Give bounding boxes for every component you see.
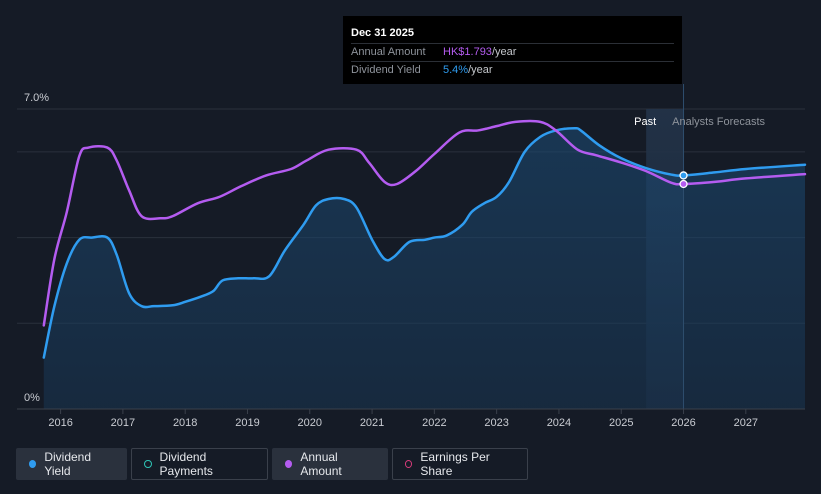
x-tick-label: 2017	[111, 417, 135, 429]
x-tick-label: 2026	[671, 417, 695, 429]
x-tick-label: 2021	[360, 417, 384, 429]
tooltip-date: Dec 31 2025	[351, 27, 414, 39]
x-tick-label: 2023	[484, 417, 508, 429]
x-tick-label: 2020	[298, 417, 322, 429]
y-tick-label-bottom: 0%	[24, 392, 40, 404]
dividend-yield-value: 5.4%	[443, 64, 469, 76]
x-tick-label: 2016	[48, 417, 72, 429]
x-tick-label: 2024	[547, 417, 571, 429]
x-tick-label: 2019	[235, 417, 259, 429]
x-tick-label: 2022	[422, 417, 446, 429]
x-tick-label: 2025	[609, 417, 633, 429]
dividend-yield-line	[42, 126, 807, 359]
tooltip-dividend-yield-row: Dividend Yield 5.4% /year	[351, 61, 674, 79]
legend-dividend-yield[interactable]: Dividend Yield	[16, 448, 127, 480]
series-layer	[42, 119, 807, 409]
hover-markers	[679, 171, 688, 189]
annual-amount-value: HK$1.793	[443, 46, 492, 58]
forecast-label: Analysts Forecasts	[672, 116, 765, 128]
dividend-yield-unit: /year	[468, 64, 493, 76]
legend-label: Dividend Payments	[159, 450, 213, 478]
legend-dividend-payments[interactable]: Dividend Payments	[131, 448, 268, 480]
annual-amount-marker	[679, 179, 688, 189]
earnings-per-share-ring-icon	[405, 460, 413, 468]
dividend-yield-area	[43, 128, 806, 409]
legend-label: Earnings Per Share	[420, 450, 490, 478]
legend: Dividend Yield Dividend Payments Annual …	[16, 448, 528, 480]
legend-earnings-per-share[interactable]: Earnings Per Share	[392, 448, 528, 480]
legend-label: Annual Amount	[300, 450, 342, 478]
dividend-yield-marker	[679, 171, 688, 180]
x-tick-label: 2027	[734, 417, 758, 429]
annual-amount-line	[42, 119, 807, 327]
dividend-yield-dot-icon	[29, 460, 37, 468]
dividend-yield-label: Dividend Yield	[351, 64, 421, 76]
legend-annual-amount[interactable]: Annual Amount	[272, 448, 388, 480]
tooltip: Dec 31 2025 Annual Amount HK$1.793 /year…	[343, 16, 682, 84]
annual-amount-unit: /year	[491, 46, 517, 58]
legend-label: Dividend Yield	[44, 450, 92, 478]
tooltip-annual-amount-row: Annual Amount HK$1.793 /year	[351, 43, 674, 61]
dividend-payments-ring-icon	[144, 460, 152, 468]
x-axis: 2016 2017 2018 2019 2020 2021 2022 2023 2024 2025…	[17, 408, 805, 429]
y-tick-label-top: 7.0%	[24, 92, 49, 104]
annual-amount-label: Annual Amount	[351, 46, 426, 58]
past-label: Past	[634, 116, 656, 128]
x-tick-label: 2018	[173, 417, 197, 429]
annual-amount-dot-icon	[285, 460, 293, 468]
